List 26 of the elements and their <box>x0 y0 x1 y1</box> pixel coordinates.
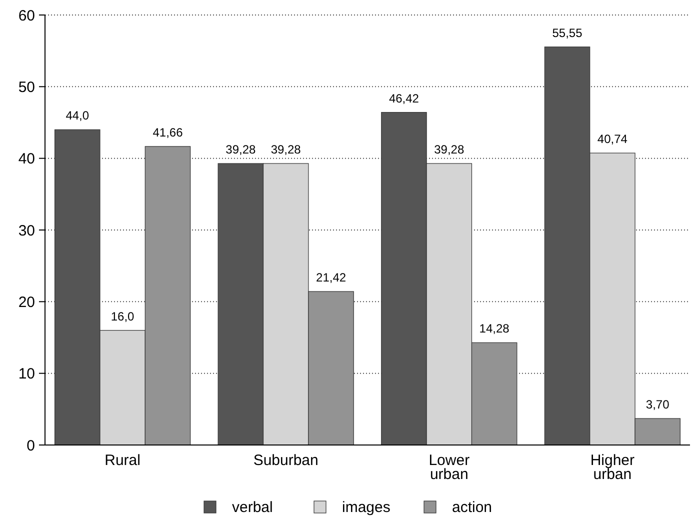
data-label: 16,0 <box>110 309 135 324</box>
x-tick-label: Rural <box>104 452 140 469</box>
legend-label: verbal <box>232 499 273 516</box>
y-tick-label: 40 <box>18 150 35 168</box>
data-label: 39,28 <box>270 142 302 156</box>
data-label: 40,74 <box>597 132 628 146</box>
y-tick-label: 0 <box>26 437 35 454</box>
legend-label: action <box>452 499 492 516</box>
data-label: 39,28 <box>434 142 464 156</box>
y-tick-label: 30 <box>18 222 35 240</box>
data-label: 46,42 <box>388 91 420 106</box>
y-tick-label: 60 <box>18 7 35 24</box>
data-label: 21,42 <box>316 270 346 284</box>
data-label: 44,0 <box>66 108 90 123</box>
legend-label: images <box>342 499 390 516</box>
data-label: 3,70 <box>646 397 670 412</box>
x-tick-label: Lower urban <box>428 452 470 483</box>
x-tick-label: Higher urban <box>590 452 635 483</box>
y-tick-label: 10 <box>18 366 35 383</box>
y-tick-label: 20 <box>18 294 35 311</box>
data-label: 39,28 <box>226 142 256 156</box>
y-tick-label: 50 <box>18 78 35 96</box>
data-label: 55,55 <box>552 26 583 40</box>
data-label: 14,28 <box>479 322 510 336</box>
data-label: 41,66 <box>152 125 184 140</box>
x-tick-label: Suburban <box>253 452 318 469</box>
